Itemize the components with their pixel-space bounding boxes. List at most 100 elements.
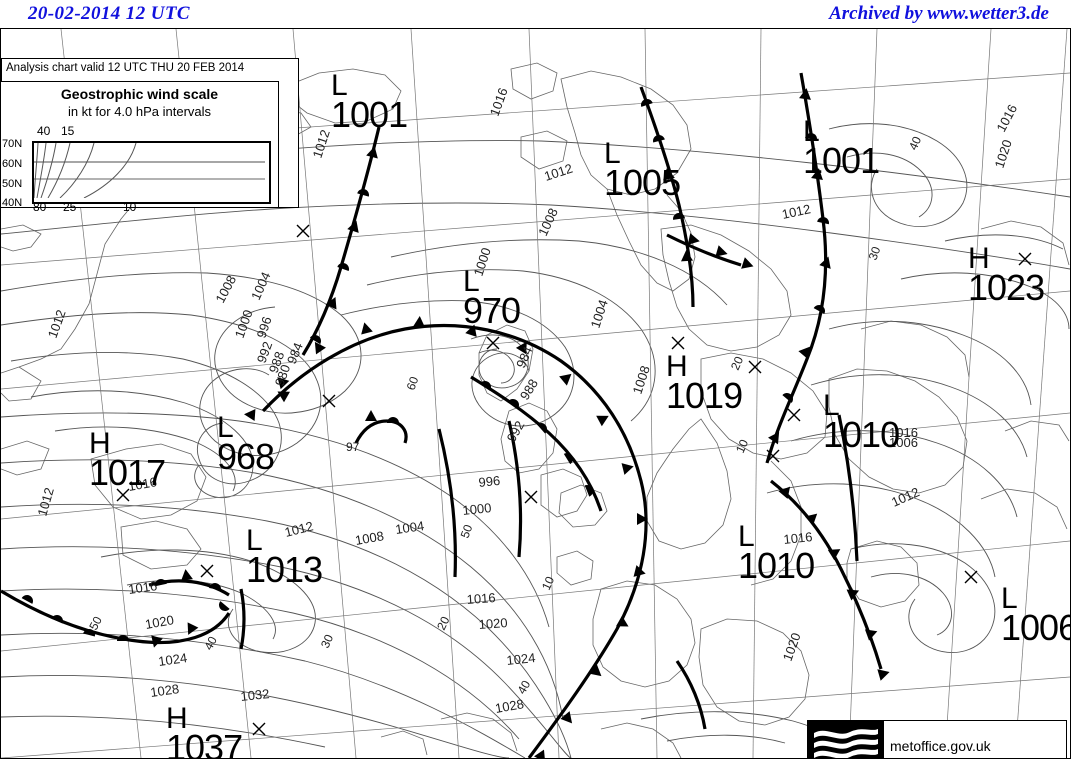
grid-label-40-9: 40 — [906, 134, 924, 152]
isobars — [1, 123, 1070, 758]
isobar-label-1008-6: 1008 — [212, 273, 239, 306]
isobar-label-984-12: 984 — [284, 340, 306, 366]
pressure-system-type: L — [738, 520, 755, 553]
page-header: 20-02-2014 12 UTC Archived by www.wetter… — [0, 0, 1071, 28]
isobar-label-1020-33: 1020 — [144, 612, 175, 632]
isobar-label-1012-4: 1012 — [781, 201, 812, 222]
isobar-label-1028-31: 1028 — [494, 696, 525, 716]
grid-label-30-3: 30 — [318, 632, 336, 650]
wind-scale-lat-60n: 60N — [2, 158, 23, 170]
isobar-label-988-16: 988 — [517, 376, 541, 402]
pressure-system-low-1005-norway: L 1005 — [604, 137, 681, 201]
isobar-label-1016-37: 1016 — [783, 529, 813, 547]
isobar-label-984-15: 984 — [513, 344, 536, 370]
graticule — [1, 29, 1070, 758]
pressure-system-high-1023-baltic: H 1023 — [968, 242, 1045, 308]
trough-adriatic — [837, 414, 859, 562]
pressure-system-type: L — [331, 69, 348, 102]
grid-label-97-12: 97 — [346, 440, 360, 454]
grid-label-20-10: 20 — [728, 354, 746, 372]
wind-scale-panel: Geostrophic wind scale in kt for 4.0 hPa… — [1, 81, 279, 214]
pressure-system-low-968-greenland: L 968 — [217, 411, 275, 475]
pressure-system-value: 1010 — [823, 414, 900, 455]
pressure-system-value: 970 — [463, 290, 521, 331]
isobar-label-1012-0: 1012 — [310, 128, 333, 160]
pressure-system-type: H — [968, 242, 990, 275]
cold-front-norway — [666, 233, 742, 267]
pressure-system-type: H — [89, 427, 111, 460]
pressure-system-low-1013-azores: L 1013 — [246, 524, 323, 590]
isobar-label-1020-39: 1020 — [780, 631, 804, 663]
pressure-system-low-1001-iceland: L 1001 — [331, 69, 408, 133]
pressure-system-value: 1013 — [246, 549, 323, 590]
isobar-label-1012-38: 1012 — [889, 484, 922, 509]
pressure-system-type: L — [217, 411, 234, 444]
isobar-label-992-10: 992 — [254, 340, 276, 366]
pressure-system-value: 1023 — [968, 267, 1045, 308]
isobar-label-992-17: 992 — [504, 418, 528, 444]
wind-scale-subtitle: in kt for 4.0 hPa intervals — [67, 104, 212, 119]
pressure-system-high-1037-south: H 1037 — [166, 702, 243, 759]
pressure-system-high-1019-france: H 1019 — [666, 350, 743, 414]
pressure-system-type: L — [246, 524, 263, 557]
isobar-label-1008-5: 1008 — [535, 206, 561, 239]
isobar-label-1006-42: 1006 — [889, 435, 918, 450]
chart-datetime: 20-02-2014 12 UTC — [28, 3, 190, 24]
grid-label-20-5: 20 — [434, 614, 453, 632]
pressure-system-high-1017-west: H 1017 — [89, 427, 166, 493]
wind-scale-top-15: 15 — [61, 124, 75, 138]
pressure-system-value: 1010 — [738, 545, 815, 586]
warm-front-main — [470, 375, 603, 512]
map-canvas: 1012 1016 1012 1016 1012 1008 1008 1004 1000 996 9… — [1, 29, 1070, 758]
pressure-system-type: H — [666, 350, 688, 383]
pressure-system-value: 1017 — [89, 452, 166, 493]
pressure-system-value: 1006 — [1001, 607, 1071, 648]
occluded-front-iceland — [301, 126, 381, 356]
grid-label-40-7: 40 — [514, 678, 533, 697]
coastlines — [1, 62, 1070, 758]
pressure-centre-crosses — [116, 224, 1032, 736]
isobar-label-1020-29: 1020 — [478, 615, 508, 632]
isobar-label-996-27: 996 — [478, 473, 501, 490]
trough-atlantic-1 — [437, 428, 457, 578]
pressure-system-low-1006-east: L 1006 — [1001, 582, 1071, 648]
pressure-system-low-1010-alps: L 1010 — [823, 391, 900, 455]
grid-label-60-0: 60 — [404, 374, 422, 392]
isobar-label-1016-32: 1016 — [127, 578, 158, 597]
pressure-system-type: H — [166, 702, 188, 735]
metoffice-copyright: © Crown Copyright — [890, 756, 1008, 759]
isobar-label-1020-20: 1020 — [992, 138, 1015, 170]
grid-label-50-4: 50 — [86, 614, 105, 633]
isobar-label-1000-26: 1000 — [462, 500, 492, 518]
metoffice-badge: Met Office — [808, 721, 884, 758]
cold-front-main — [261, 323, 648, 758]
grid-label-40-2: 40 — [201, 634, 220, 653]
metoffice-text-block: metoffice.gov.uk © Crown Copyright — [884, 721, 1008, 759]
isobar-label-1016-3: 1016 — [993, 102, 1020, 135]
wind-scale-lat-70n: 70N — [2, 138, 23, 150]
isobar-label-1032-36: 1032 — [240, 686, 270, 704]
geostrophic-grid-labels: 60 50 40 30 50 20 10 40 30 40 20 10 97 — [86, 134, 924, 696]
pressure-system-value: 1037 — [166, 727, 243, 759]
pressure-system-low-1001-northsea: L 1001 — [803, 115, 880, 179]
isobar-label-1004-7: 1004 — [248, 270, 273, 303]
wind-scale-title: Geostrophic wind scale — [60, 86, 219, 102]
pressure-system-type: L — [1001, 582, 1018, 615]
isobar-label-1016-28: 1016 — [466, 590, 496, 607]
grid-label-10-6: 10 — [539, 574, 557, 592]
archive-credit: Archived by www.wetter3.de — [829, 3, 1049, 24]
isobar-label-1024-30: 1024 — [506, 650, 536, 668]
isobar-label-1000-8: 1000 — [232, 308, 256, 340]
occlusion-hook-970 — [354, 419, 408, 444]
warm-front-norway — [639, 86, 695, 308]
pressure-system-type: L — [803, 115, 820, 148]
trough-azores — [239, 588, 246, 650]
isobar-label-1016-21: 1016 — [889, 425, 918, 440]
isobar-label-1008-24: 1008 — [354, 528, 385, 548]
pressure-system-type: L — [604, 137, 621, 170]
pressure-system-type: L — [463, 265, 480, 298]
metoffice-logo-box: Met Office metoffice.gov.uk © Crown Copy… — [807, 720, 1067, 759]
wind-scale-plot — [32, 141, 271, 204]
isobar-label-1008-19: 1008 — [630, 364, 653, 396]
grid-label-50-1: 50 — [458, 522, 476, 540]
